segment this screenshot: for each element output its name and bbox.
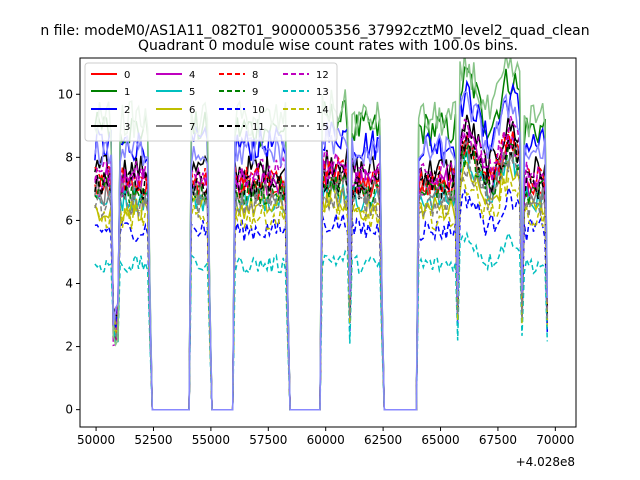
x-offset-label: +4.028e8 — [516, 455, 575, 469]
legend-label-14: 14 — [316, 105, 329, 116]
legend-label-13: 13 — [316, 87, 329, 98]
legend-label-1: 1 — [124, 87, 130, 98]
legend-label-0: 0 — [124, 70, 130, 81]
x-tick-label: 65000 — [421, 433, 459, 447]
legend-label-2: 2 — [124, 105, 130, 116]
legend-label-4: 4 — [189, 70, 195, 81]
legend-box — [84, 62, 338, 142]
x-tick-label: 62500 — [364, 433, 402, 447]
series-line-10 — [94, 184, 549, 411]
x-tick-label: 67500 — [479, 433, 517, 447]
legend-label-11: 11 — [252, 122, 265, 133]
legend-label-6: 6 — [189, 105, 195, 116]
plot-series — [94, 58, 549, 411]
axis-ticks: 50000 52500 55000 57500 60000 62500 65000 67500… — [58, 87, 575, 447]
legend-label-12: 12 — [316, 70, 329, 81]
y-tick-label: 10 — [58, 87, 73, 101]
figure-suptitle: n file: modeM0/AS1A11_082T01_9000005356_… — [40, 23, 589, 39]
y-tick-label: 2 — [65, 340, 73, 354]
y-tick-label: 0 — [65, 403, 73, 417]
x-tick-label: 57500 — [249, 433, 287, 447]
x-tick-label: 50000 — [77, 433, 115, 447]
axes-frame — [79, 57, 577, 428]
x-tick-label: 60000 — [307, 433, 345, 447]
x-tick-label: 70000 — [536, 433, 574, 447]
x-tick-label: 52500 — [134, 433, 172, 447]
legend-label-7: 7 — [189, 122, 195, 133]
y-tick-label: 6 — [65, 213, 73, 227]
legend-label-5: 5 — [189, 87, 195, 98]
y-tick-label: 4 — [65, 277, 73, 291]
series-line-extra-1 — [94, 90, 549, 411]
legend-label-9: 9 — [252, 87, 258, 98]
legend-label-10: 10 — [252, 105, 265, 116]
y-tick-label: 8 — [65, 150, 73, 164]
legend-label-3: 3 — [124, 122, 130, 133]
legend-label-15: 15 — [316, 122, 329, 133]
x-tick-label: 55000 — [192, 433, 230, 447]
chart-title: Quadrant 0 module wise count rates with … — [138, 38, 518, 54]
legend-label-8: 8 — [252, 70, 258, 81]
